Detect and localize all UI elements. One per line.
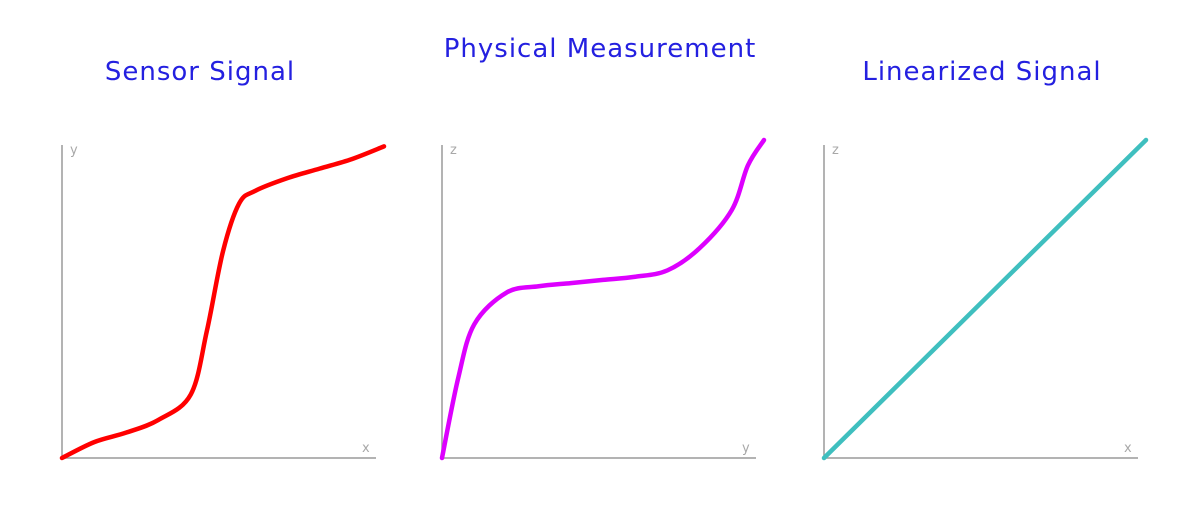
- x-axis-label: x: [362, 441, 370, 456]
- series-line-0: [59, 144, 387, 461]
- plot-area: zx: [821, 137, 1149, 461]
- chart-title: Linearized Signal: [862, 57, 1102, 87]
- plot-area: yx: [59, 143, 387, 461]
- chart-title: Sensor Signal: [104, 57, 296, 87]
- x-axis-label: y: [742, 441, 750, 456]
- chart-title: Physical Measurement: [443, 34, 757, 64]
- y-axis-label: y: [70, 143, 78, 158]
- plot-area: zy: [439, 137, 767, 461]
- x-axis-label: x: [1124, 441, 1132, 456]
- series-line-0: [439, 137, 767, 461]
- y-axis-label: z: [832, 143, 839, 158]
- series-line-0: [821, 137, 1149, 461]
- y-axis-label: z: [450, 143, 457, 158]
